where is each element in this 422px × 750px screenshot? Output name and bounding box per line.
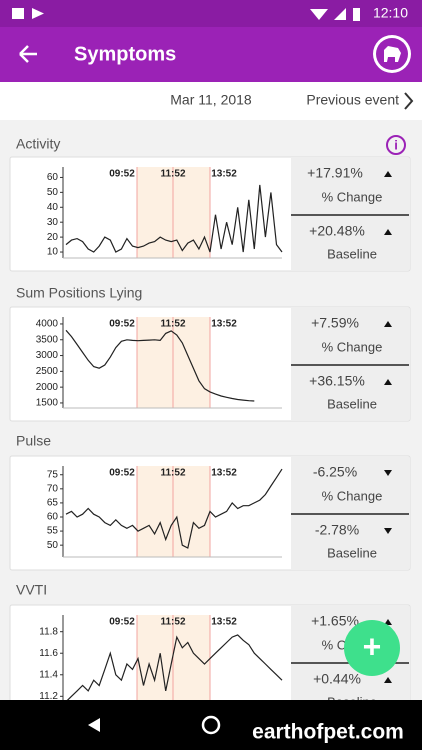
baseline-arrow — [384, 379, 392, 385]
app-bar — [0, 27, 422, 82]
stats-panel — [291, 457, 409, 569]
baseline-value: -2.78% — [315, 522, 359, 538]
baseline-value: +0.44% — [313, 671, 361, 687]
trend-line — [65, 329, 255, 402]
info-icon: i — [394, 137, 398, 152]
info-button[interactable] — [386, 135, 406, 155]
chevron[interactable] — [404, 92, 414, 110]
clock: 12:10 — [373, 5, 408, 21]
trend-line — [65, 468, 283, 549]
y-tick-label: 11.4 — [39, 669, 58, 680]
change-arrow — [384, 171, 392, 177]
y-tick-label: 3500 — [36, 334, 59, 345]
previous-event[interactable]: Previous event — [306, 92, 399, 108]
change-label: % Change — [322, 189, 383, 204]
date-bar — [0, 82, 422, 120]
status-icon — [12, 8, 24, 19]
baseline-arrow — [384, 229, 392, 235]
app-title: Symptoms — [74, 43, 176, 65]
y-tick-label: 30 — [47, 217, 59, 228]
time-marker: 11:52 — [160, 169, 185, 180]
trend-line — [65, 634, 283, 703]
change-value: +7.59% — [311, 315, 359, 331]
nav-back[interactable] — [88, 718, 100, 732]
wifi-icon — [310, 9, 328, 20]
y-tick-label: 75 — [47, 469, 59, 480]
change-value: -6.25% — [313, 464, 357, 480]
baseline-label: Baseline — [327, 396, 377, 411]
time-marker: 09:52 — [109, 468, 135, 479]
baseline-value: +20.48% — [309, 223, 365, 239]
back-button[interactable] — [19, 45, 37, 63]
time-marker: 11:52 — [160, 617, 185, 628]
card-title: VVTI — [16, 582, 47, 598]
baseline-label: Baseline — [327, 246, 377, 261]
event-date: Mar 11, 2018 — [170, 92, 252, 108]
baseline-value: +36.15% — [309, 373, 365, 389]
y-tick-label: 11.8 — [39, 626, 58, 637]
change-arrow — [384, 470, 392, 476]
y-tick-label: 50 — [47, 187, 59, 198]
fab-icon[interactable]: + — [363, 628, 382, 664]
trend-line — [65, 184, 283, 253]
y-tick-label: 4000 — [36, 319, 59, 330]
time-marker: 09:52 — [109, 319, 135, 330]
y-tick-label: 60 — [47, 172, 59, 183]
status-icon — [32, 8, 44, 19]
nav-home[interactable] — [201, 715, 221, 735]
time-marker: 13:52 — [211, 468, 237, 479]
y-tick-label: 60 — [47, 512, 59, 523]
card-title: Sum Positions Lying — [16, 285, 142, 301]
y-tick-label: 1500 — [36, 398, 59, 409]
status-bar — [0, 0, 422, 27]
card-list: Activity i 60 50 40 30 20 10 09:52 11:52 13:52 +17.… — [9, 135, 411, 720]
change-value: +17.91% — [307, 165, 363, 181]
time-marker: 13:52 — [211, 169, 237, 180]
nav-bar — [0, 700, 422, 750]
dog-icon — [384, 46, 401, 62]
baseline-arrow — [384, 677, 392, 683]
baseline-label: Baseline — [327, 545, 377, 560]
watermark: earthofpet.com — [252, 721, 404, 744]
change-label: % Change — [322, 488, 383, 503]
time-marker: 13:52 — [211, 617, 237, 628]
baseline-arrow — [384, 528, 392, 534]
y-tick-label: 65 — [47, 498, 59, 509]
time-marker: 09:52 — [109, 169, 135, 180]
y-tick-label: 10 — [47, 247, 59, 258]
y-tick-label: 2500 — [36, 366, 59, 377]
y-tick-label: 50 — [47, 540, 59, 551]
change-label: % Change — [322, 339, 383, 354]
y-tick-label: 20 — [47, 232, 59, 243]
card-title: Activity — [16, 136, 60, 152]
time-marker: 09:52 — [109, 617, 135, 628]
fab[interactable] — [344, 620, 400, 676]
y-tick-label: 3000 — [36, 350, 59, 361]
y-tick-label: 70 — [47, 483, 59, 494]
time-marker: 13:52 — [211, 319, 237, 330]
change-arrow — [384, 321, 392, 327]
y-tick-label: 55 — [47, 526, 59, 537]
y-tick-label: 11.6 — [39, 648, 58, 659]
y-tick-label: 40 — [47, 202, 59, 213]
y-tick-label: 11.2 — [39, 691, 58, 702]
signal-icon — [334, 8, 346, 20]
change-arrow — [384, 619, 392, 625]
card-title: Pulse — [16, 433, 51, 449]
change-value: +1.65% — [311, 613, 359, 629]
time-marker: 11:52 — [160, 468, 185, 479]
y-tick-label: 2000 — [36, 382, 59, 393]
battery-icon — [353, 8, 360, 21]
time-marker: 11:52 — [160, 319, 185, 330]
